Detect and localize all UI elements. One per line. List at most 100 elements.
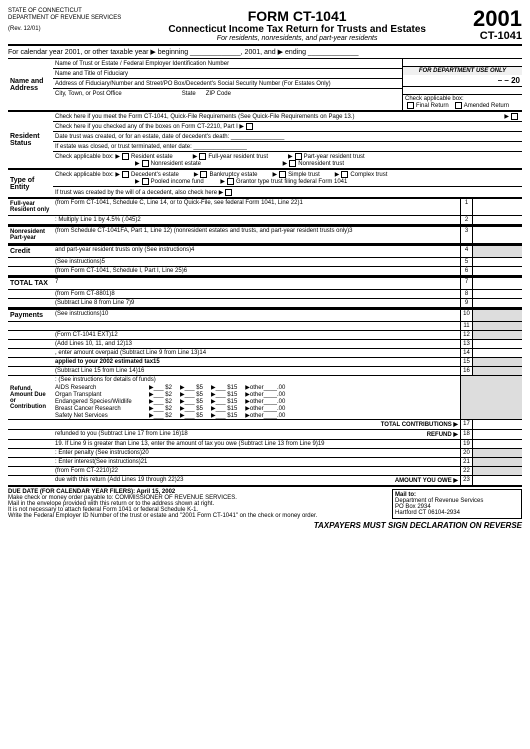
line1-text: (from Form CT-1041, Schedule C, Line 14,… — [53, 199, 460, 215]
quickfile-text: Check here if you meet the Form CT-1041,… — [55, 114, 354, 120]
total-tax-label: TOTAL TAX — [8, 278, 53, 289]
opt-grantor: Grantor type trust filing federal Form 1… — [236, 179, 347, 185]
state-label: State — [182, 91, 196, 97]
contrib-organ: Organ Transplant — [55, 392, 145, 398]
line14-text: , enter amount overpaid (Subtract Line 9… — [53, 349, 460, 357]
zip-label: ZIP Code — [206, 91, 231, 97]
contrib-wildlife: Endangered Species/Wildlife — [55, 399, 145, 405]
line20-num: 20 — [460, 449, 472, 457]
fullyear-trust-checkbox[interactable] — [199, 153, 206, 160]
line5-num: 5 — [460, 258, 472, 266]
line15-amt — [472, 358, 522, 366]
line22-amt — [472, 467, 522, 475]
resident-estate-checkbox[interactable] — [122, 153, 129, 160]
form-code: CT-1041 — [473, 30, 522, 42]
line4-num: 4 — [460, 246, 472, 257]
line7-text: 7 — [53, 278, 460, 289]
fullyear-label: Full-year Resident only — [8, 199, 53, 215]
line2-text: : Multiply Line 1 by 4.5% (.045)2 — [53, 216, 460, 224]
line16-amt — [472, 367, 522, 375]
line15-text: applied to your 2002 estimated tax15 — [53, 358, 460, 366]
line11-amt — [472, 322, 522, 330]
line3-text: (from Schedule CT-1041FA, Part 1, Line 1… — [53, 227, 460, 243]
line17-amt[interactable] — [472, 420, 522, 429]
line1-num: 1 — [460, 199, 472, 215]
line8-amt[interactable] — [472, 290, 522, 298]
will-decedent-checkbox[interactable] — [225, 189, 232, 196]
credit-label: Credit — [8, 246, 53, 257]
line5-amt[interactable] — [472, 258, 522, 266]
line3-amt[interactable] — [472, 227, 522, 243]
date-created-field[interactable]: Date trust was created, or for an estate… — [53, 132, 522, 142]
mail-addr3: Hartford CT 06104-2934 — [395, 510, 519, 516]
line18-amt[interactable] — [472, 430, 522, 439]
line3-num: 3 — [460, 227, 472, 243]
line10-amt — [472, 310, 522, 321]
line7-num: 7 — [460, 278, 472, 289]
line22-num: 22 — [460, 467, 472, 475]
amended-return-label: Amended Return — [464, 103, 509, 109]
city-state-zip-field[interactable]: City, Town, or Post Office State ZIP Cod… — [53, 89, 402, 99]
refund-arrow: REFUND ▶ — [427, 431, 458, 438]
line13-amt[interactable] — [472, 340, 522, 348]
line10-text: (See instructions)10 — [53, 310, 460, 321]
line16-num: 16 — [460, 367, 472, 375]
line8-num: 8 — [460, 290, 472, 298]
line18-num: 18 — [460, 430, 472, 439]
form-title: Connecticut Income Tax Return for Trusts… — [121, 24, 473, 35]
name-address-label: Name and Address — [8, 59, 53, 110]
trust-name-field[interactable]: Name of Trust or Estate / Federal Employ… — [53, 59, 402, 69]
line6-num: 6 — [460, 267, 472, 275]
address-field[interactable]: Address of Fiduciary/Number and Street/P… — [53, 79, 402, 89]
line2-amt[interactable] — [472, 216, 522, 224]
fiduciary-name-field[interactable]: Name and Title of Fiduciary — [53, 69, 402, 79]
city-label: City, Town, or Post Office — [55, 91, 122, 97]
contrib-safety: Safety Net Services — [55, 413, 145, 419]
line12-num: 12 — [460, 331, 472, 339]
payments-label: Payments — [8, 310, 53, 321]
simple-trust-checkbox[interactable] — [279, 171, 286, 178]
line6-amt[interactable] — [472, 267, 522, 275]
ct2210-checkbox[interactable] — [246, 123, 253, 130]
line9-text: (Subtract Line 8 from Line 7)9 — [53, 299, 460, 307]
line21-num: 21 — [460, 458, 472, 466]
entity-type-label: Type of Entity — [8, 170, 53, 197]
nonresident-estate-checkbox[interactable] — [142, 160, 149, 167]
amended-return-checkbox[interactable] — [455, 102, 462, 109]
decedent-estate-checkbox[interactable] — [122, 171, 129, 178]
contrib-cancer: Breast Cancer Research — [55, 406, 145, 412]
line17-text: TOTAL CONTRIBUTIONS ▶ — [53, 420, 460, 429]
nonresident-trust-checkbox[interactable] — [289, 160, 296, 167]
opt-resident-estate: Resident estate — [131, 154, 173, 160]
partyear-trust-checkbox[interactable] — [295, 153, 302, 160]
form-number: FORM CT-1041 — [121, 8, 473, 24]
check-applicable-label: Check applicable box: ▶ — [55, 153, 120, 160]
line9-num: 9 — [460, 299, 472, 307]
line20-text: : Enter penalty (See instructions)20 — [53, 449, 460, 457]
complex-trust-checkbox[interactable] — [341, 171, 348, 178]
resident-status-label: Resident Status — [8, 112, 53, 168]
line9-amt[interactable] — [472, 299, 522, 307]
date-closed-field[interactable]: If estate was closed, or trust terminate… — [53, 142, 522, 152]
line14-amt[interactable] — [472, 349, 522, 357]
line23-text: due with this return (Add Lines 19 throu… — [55, 477, 183, 484]
line16-text: (Subtract Line 15 from Line 14)16 — [53, 367, 460, 375]
line17-num: 17 — [460, 420, 472, 429]
line23-num: 23 — [460, 476, 472, 485]
final-return-checkbox[interactable] — [407, 102, 414, 109]
line22-text: (from Form CT-2210)22 — [53, 467, 460, 475]
line21-amt — [472, 458, 522, 466]
line23-amt[interactable] — [472, 476, 522, 485]
will-decedent-text: If trust was created by the will of a de… — [55, 189, 223, 196]
rev-label: (Rev. 12/01) — [8, 26, 121, 33]
bankruptcy-checkbox[interactable] — [200, 171, 207, 178]
line1-amt[interactable] — [472, 199, 522, 215]
pooled-checkbox[interactable] — [142, 178, 149, 185]
grantor-checkbox[interactable] — [227, 178, 234, 185]
line5-text: (See instructions)5 — [53, 258, 460, 266]
line12-text: (Form CT-1041 EXT)12 — [53, 331, 460, 339]
quickfile-checkbox[interactable] — [511, 113, 518, 120]
line10-num: 10 — [460, 310, 472, 321]
line19-amt[interactable] — [472, 440, 522, 448]
line7-amt[interactable] — [472, 278, 522, 289]
